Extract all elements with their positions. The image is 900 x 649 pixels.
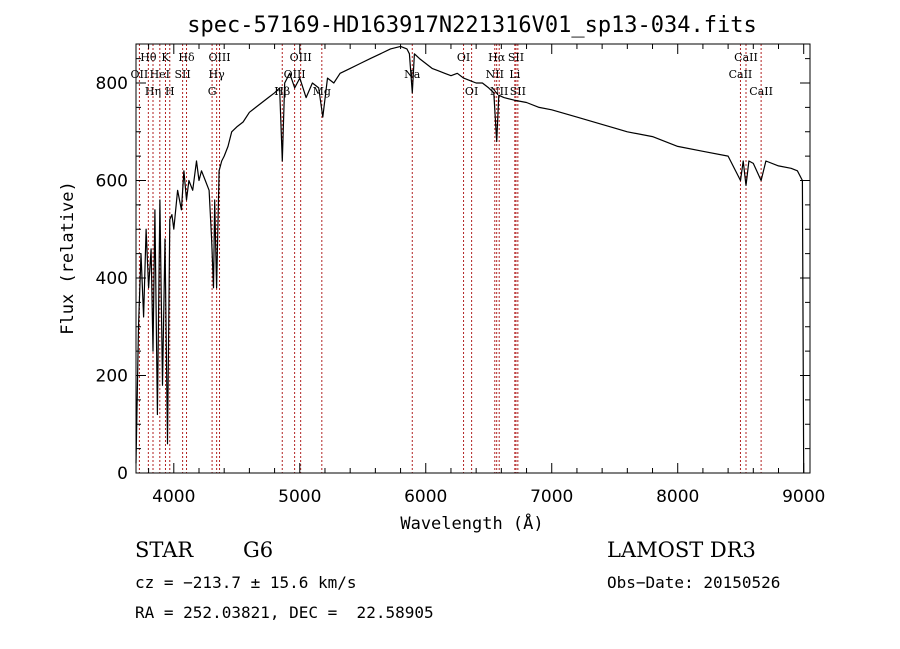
x-tick-label: 4000 — [152, 487, 195, 507]
y-tick-label: 200 — [96, 367, 128, 387]
spectral-line-label: Hη — [145, 85, 161, 98]
spectral-line-label: K — [161, 51, 170, 64]
object-subclass: G6 — [243, 538, 274, 562]
spectral-line-label: Hδ — [178, 51, 195, 64]
y-tick-label: 600 — [96, 172, 128, 192]
y-tick-label: 800 — [96, 74, 128, 94]
spectral-line-label: Hθ — [140, 51, 157, 64]
x-axis-label: Wavelength (Å) — [400, 512, 543, 534]
sky-coordinates: RA = 252.03821, DEC = 22.58905 — [135, 603, 434, 622]
spectral-line-label: Na — [404, 68, 421, 81]
y-axis-ticks: 0 200 400 600 800 — [96, 58, 810, 484]
spectral-line-label: CaII — [749, 85, 773, 98]
spectral-line-label: Mg — [313, 85, 331, 98]
y-tick-label: 400 — [96, 269, 128, 289]
spectral-line-label: Hγ — [209, 68, 226, 81]
spectral-line-label: H — [165, 85, 175, 98]
x-tick-label: 6000 — [404, 487, 447, 507]
spectral-line-label: NII — [486, 68, 504, 81]
spectral-line-label: Hα — [488, 51, 506, 64]
spectral-line-label: OII — [131, 68, 149, 81]
x-tick-label: 8000 — [656, 487, 699, 507]
spectral-line-label: SII — [510, 85, 526, 98]
spectral-line-label: CaII — [729, 68, 753, 81]
spectral-line-label: SII — [508, 51, 524, 64]
plot-frame — [135, 43, 811, 474]
x-axis-ticks: 4000 5000 6000 7000 8000 9000 — [148, 44, 825, 507]
object-class: STAR — [135, 538, 194, 562]
survey-name: LAMOST DR3 — [607, 538, 756, 562]
x-tick-label: 7000 — [530, 487, 573, 507]
chart-title: spec-57169-HD163917N221316V01_sp13-034.f… — [187, 13, 757, 38]
spectrum-line — [135, 45, 805, 474]
observation-date: Obs−Date: 20150526 — [607, 573, 781, 592]
spectral-line-label: OI — [457, 51, 470, 64]
spectral-line-label: OIII — [290, 51, 312, 64]
spectral-line-label: SII — [174, 68, 190, 81]
spectral-line-label: CaII — [734, 51, 758, 64]
y-axis-label: Flux (relative) — [58, 181, 78, 335]
spectral-line-label: OI — [465, 85, 478, 98]
spectral-line-label: OIII — [208, 51, 230, 64]
spectral-line-markers — [138, 44, 762, 473]
x-tick-label: 5000 — [278, 487, 321, 507]
spectral-line-label: G — [208, 85, 217, 98]
x-tick-label: 9000 — [782, 487, 825, 507]
spectral-line-label: HeI — [150, 68, 170, 81]
redshift-velocity: cz = −213.7 ± 15.6 km/s — [135, 573, 357, 592]
y-tick-label: 0 — [117, 464, 128, 484]
spectral-line-label: Li — [509, 68, 520, 81]
spectrum-series — [135, 45, 805, 474]
spectral-line-label: Hβ — [274, 85, 290, 98]
spectral-line-label: NII — [490, 85, 508, 98]
